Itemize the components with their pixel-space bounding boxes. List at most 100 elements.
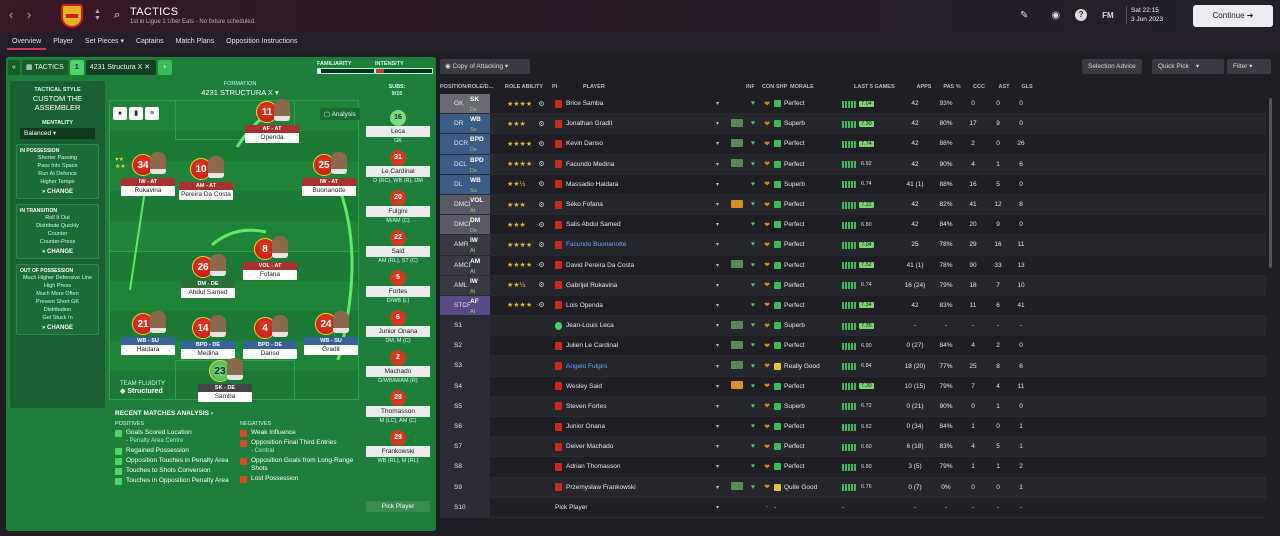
table-row[interactable]: DL WB Su ★★½ ⚙ Massadio Haidara ▾ ♥ ❤ Superb 6.74 4… — [440, 174, 1266, 195]
position-cell[interactable]: DL — [440, 174, 470, 194]
role-cell[interactable] — [470, 497, 490, 517]
pitch-player[interactable]: 8 VOL - AT Fofana — [243, 236, 297, 282]
position-cell[interactable]: S6 — [440, 417, 470, 437]
player-instructions-icon[interactable]: ⚙ — [538, 120, 545, 128]
player-dropdown-icon[interactable]: ▾ — [716, 444, 720, 451]
table-row[interactable]: DMCL DM De ★★★ ⚙ Salis Abdul Samed ▾ ♥ ❤ Perfect 6… — [440, 215, 1266, 236]
player-dropdown-icon[interactable]: ▾ — [716, 504, 720, 511]
player-dropdown-icon[interactable]: ▾ — [716, 101, 720, 108]
formation-select[interactable]: 4231 STRUCTURA X ▾ — [201, 88, 279, 97]
kit-view-icon[interactable]: ● — [113, 107, 127, 120]
back-arrow-icon[interactable]: ‹ — [8, 7, 14, 22]
player-cell[interactable]: Adrian Thomasson — [551, 462, 716, 471]
player-dropdown-icon[interactable]: ▾ — [716, 121, 720, 128]
pitch-player[interactable]: 4 BPD - DE Danso — [243, 315, 297, 361]
player-cell[interactable]: Brice Samba — [551, 99, 716, 108]
analysis-item[interactable]: Goals Scored Location - Penalty Area Cent… — [115, 429, 230, 445]
table-row[interactable]: S9 Przemysław Frankowski ▾ ♥ ❤ Quite Good 6.76… — [440, 477, 1266, 498]
player-instructions-icon[interactable]: ⚙ — [538, 140, 545, 148]
player-dropdown-icon[interactable]: ▾ — [716, 363, 720, 370]
col-position[interactable]: POSITION/ROLE/D... — [440, 83, 494, 90]
analysis-toggle[interactable]: ▢ Analysis — [320, 108, 360, 120]
col-morale[interactable]: MORALE — [790, 83, 814, 90]
role-cell[interactable]: AM At — [470, 255, 490, 275]
pitch-player[interactable]: 21 WB - SU Haidara — [121, 311, 175, 357]
position-cell[interactable]: DCR — [440, 134, 470, 154]
position-cell[interactable]: DMCR — [440, 194, 474, 215]
player-cell[interactable]: Jonathan Gradit — [551, 119, 716, 128]
player-cell[interactable]: Junior Onana — [551, 422, 716, 431]
table-row[interactable]: S10 Pick Player ▾ - - - - - - - - — [440, 497, 1266, 518]
player-instructions-icon[interactable]: ⚙ — [538, 161, 545, 169]
player-cell[interactable]: Facundo Buonanotte — [551, 240, 716, 249]
tab-opposition-instructions[interactable]: Opposition Instructions — [226, 38, 298, 45]
player-dropdown-icon[interactable]: ▾ — [716, 343, 720, 350]
analysis-item[interactable]: Opposition Final Third Entries - Central — [240, 439, 355, 455]
role-cell[interactable] — [470, 396, 490, 416]
sub-player[interactable]: 20 Fulgini M/AM (C) — [366, 190, 430, 230]
selection-advice-button[interactable]: Selection Advice — [1082, 59, 1142, 74]
role-cell[interactable] — [470, 477, 490, 497]
table-row[interactable]: S2 Julien Le Cardinal ▾ ♥ ❤ Perfect 6.90 0 (27)… — [440, 336, 1266, 357]
player-dropdown-icon[interactable]: ▾ — [716, 302, 720, 309]
tactic-copy-select[interactable]: ◉ Copy of Attacking ▾ — [440, 59, 530, 74]
player-dropdown-icon[interactable]: ▾ — [716, 323, 720, 330]
position-cell[interactable]: S8 — [440, 457, 470, 477]
table-row[interactable]: DMCR VOL At ★★★ ⚙ Séko Fofana ▾ ♥ ❤ Perfect 7.22 42… — [440, 194, 1266, 216]
role-cell[interactable] — [470, 417, 490, 437]
role-cell[interactable] — [470, 457, 490, 477]
pitch-player[interactable]: 14 BPD - DE Medina — [181, 315, 235, 361]
role-cell[interactable]: BPD De — [470, 134, 490, 154]
role-cell[interactable] — [470, 437, 490, 457]
table-row[interactable]: S6 Junior Onana ▾ ♥ ❤ Perfect 6.82 0 (34) 84% 1 0 1 — [440, 417, 1266, 438]
table-row[interactable]: STCR AF At ★★★★ ⚙ Lois Openda ▾ ♥ ❤ Perfect 7.34 42… — [440, 295, 1266, 317]
position-cell[interactable]: DR — [440, 114, 470, 134]
table-row[interactable]: S1 Jean-Louis Leca ▾ ♥ ❤ Superb 7.35 - - - - - — [440, 316, 1266, 337]
table-row[interactable]: S8 Adrian Thomasson ▾ ♥ ❤ Perfect 6.80 3 (5) 79%… — [440, 457, 1266, 478]
tactics-label[interactable]: ▦ TACTICS — [21, 60, 68, 75]
sub-player[interactable]: Pick Player — [366, 473, 430, 513]
analysis-item[interactable]: Opposition Touches in Penalty Area — [115, 457, 230, 465]
table-row[interactable]: S3 Angelo Fulgini ▾ ♥ ❤ Really Good 6.84 18 (20… — [440, 356, 1266, 377]
player-dropdown-icon[interactable]: ▾ — [716, 202, 720, 209]
mentality-select[interactable]: Balanced ▾ — [20, 128, 95, 139]
role-cell[interactable] — [470, 316, 490, 336]
role-cell[interactable]: BPD De — [470, 154, 490, 174]
player-dropdown-icon[interactable]: ▾ — [716, 222, 720, 229]
player-dropdown-icon[interactable]: ▾ — [716, 383, 720, 390]
player-cell[interactable]: Julien Le Cardinal — [551, 341, 716, 350]
sub-player[interactable]: 22 Said AM (RL), ST (C) — [366, 230, 430, 270]
position-cell[interactable]: S10 — [440, 497, 470, 517]
forward-arrow-icon[interactable]: › — [26, 7, 32, 22]
player-dropdown-icon[interactable]: ▾ — [716, 424, 720, 431]
role-cell[interactable]: IW At — [470, 275, 490, 295]
player-instructions-icon[interactable]: ⚙ — [538, 241, 545, 249]
player-cell[interactable]: David Pereira Da Costa — [551, 261, 716, 270]
position-cell[interactable]: GK — [440, 94, 470, 114]
player-cell[interactable]: Angelo Fulgini — [551, 362, 716, 371]
position-cell[interactable]: S1 — [440, 316, 470, 336]
stats-view-icon[interactable]: ▮ — [129, 107, 143, 120]
sub-player[interactable]: 28 Thomasson M (LC), AM (C) — [366, 390, 430, 430]
col-pas[interactable]: PAS % — [943, 83, 961, 90]
table-row[interactable]: DR WB Su ★★★ ⚙ Jonathan Gradit ▾ ♥ ❤ Superb 7.30 42… — [440, 114, 1266, 135]
tab-player[interactable]: Player — [53, 38, 74, 45]
role-cell[interactable]: WB Su — [470, 114, 490, 134]
recent-title[interactable]: RECENT MATCHES ANALYSIS › — [115, 410, 214, 417]
table-row[interactable]: S7 Deiver Machado ▾ ♥ ❤ Perfect 6.60 6 (18) 83% 4… — [440, 437, 1266, 458]
col-last5[interactable]: LAST 5 GAMES — [854, 83, 895, 90]
position-cell[interactable]: S3 — [440, 356, 470, 376]
pitch-player[interactable]: 24 WB - SU Gradit — [304, 311, 358, 357]
tab-captains[interactable]: Captains — [135, 38, 164, 45]
table-scrollbar[interactable] — [1269, 98, 1272, 268]
col-pi[interactable]: PI — [552, 83, 558, 90]
tab-match-plans[interactable]: Match Plans — [175, 38, 215, 45]
role-cell[interactable]: VOL At — [470, 194, 490, 215]
player-dropdown-icon[interactable]: ▾ — [716, 403, 720, 410]
position-cell[interactable]: DMCL — [440, 215, 472, 235]
analysis-item[interactable]: Lost Possession — [240, 475, 355, 483]
player-dropdown-icon[interactable]: ▾ — [716, 262, 720, 269]
player-cell[interactable]: Séko Fofana — [551, 200, 716, 209]
player-instructions-icon[interactable]: ⚙ — [538, 221, 545, 229]
help-icon[interactable]: ? — [1075, 9, 1088, 21]
